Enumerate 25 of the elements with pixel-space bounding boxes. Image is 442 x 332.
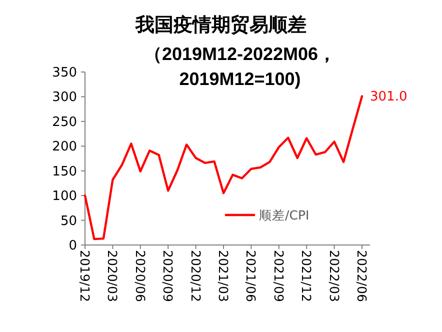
x-tick-label: 2020/12 <box>188 250 204 302</box>
x-tick-label: 2021/12 <box>299 250 314 302</box>
data-label: 301.0 <box>370 90 408 105</box>
y-tick-label: 0 <box>68 238 77 254</box>
chart-title: 我国疫情期贸易顺差 <box>134 13 308 38</box>
x-tick-label: 2022/06 <box>354 250 370 302</box>
y-tick-label: 50 <box>60 214 77 229</box>
y-tick-label: 200 <box>52 140 77 155</box>
y-tick-label: 250 <box>52 114 77 130</box>
x-tick-label: 2021/09 <box>271 250 286 302</box>
y-tick-label: 300 <box>52 90 77 106</box>
legend: 顺差/CPI <box>225 208 310 222</box>
x-tick-label: 2021/06 <box>244 250 259 302</box>
chart-subtitle: （2019M12-2022M06，2019M12=100) <box>142 43 338 91</box>
y-tick-label: 350 <box>52 66 77 80</box>
legend-label: 顺差/CPI <box>259 208 310 222</box>
y-tick-label: 100 <box>52 189 77 204</box>
x-tick-label: 2022/03 <box>326 250 342 302</box>
x-tick-label: 2019/12 <box>78 250 92 302</box>
x-tick-label: 2020/03 <box>105 250 120 302</box>
y-tick-label: 150 <box>52 164 77 180</box>
x-tick-label: 2020/06 <box>132 250 148 302</box>
x-tick-label: 2020/09 <box>160 250 176 302</box>
x-tick-label: 2021/03 <box>216 250 231 302</box>
line-series <box>84 95 364 240</box>
